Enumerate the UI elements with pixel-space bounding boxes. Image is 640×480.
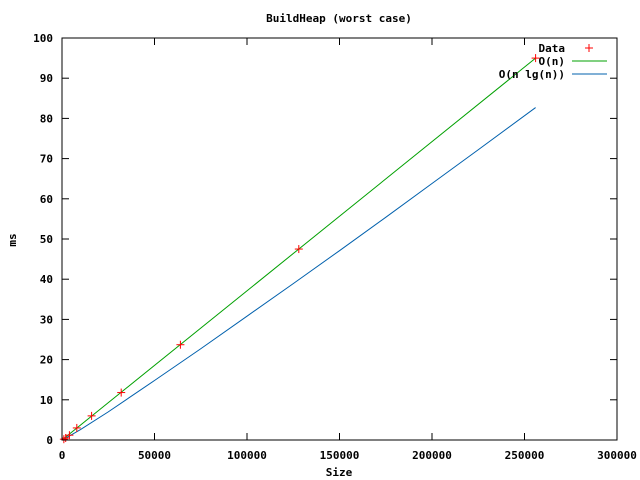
x-tick-label: 100000 xyxy=(227,449,267,462)
y-tick-label: 40 xyxy=(40,273,53,286)
legend-label: O(n) xyxy=(539,55,566,68)
y-tick-label: 60 xyxy=(40,193,53,206)
legend-label: Data xyxy=(539,42,566,55)
data-point xyxy=(294,245,303,254)
y-tick-label: 100 xyxy=(33,32,53,45)
y-tick-label: 10 xyxy=(40,394,53,407)
x-tick-label: 250000 xyxy=(505,449,545,462)
series-line-2 xyxy=(63,107,536,440)
data-point xyxy=(87,411,96,420)
y-tick-label: 0 xyxy=(46,434,53,447)
chart-title: BuildHeap (worst case) xyxy=(266,12,412,25)
data-point xyxy=(117,388,126,397)
y-tick-label: 70 xyxy=(40,153,53,166)
y-tick-label: 30 xyxy=(40,313,53,326)
y-tick-label: 90 xyxy=(40,72,53,85)
y-tick-label: 80 xyxy=(40,112,53,125)
data-point xyxy=(72,423,81,432)
data-point xyxy=(176,340,185,349)
axes: 0 10 20 30 40 50 60 70 80 90 100 0 50000 100000 150000… xyxy=(33,32,637,462)
x-tick-label: 0 xyxy=(59,449,66,462)
plot-area xyxy=(59,54,540,444)
x-tick-label: 50000 xyxy=(138,449,171,462)
y-tick-label: 20 xyxy=(40,354,53,367)
data-point xyxy=(59,435,68,444)
x-tick-label: 300000 xyxy=(597,449,637,462)
y-axis-label: ms xyxy=(6,233,19,246)
x-tick-label: 150000 xyxy=(320,449,360,462)
x-axis-label: Size xyxy=(326,466,353,479)
legend-marker xyxy=(585,44,593,52)
data-point xyxy=(65,431,74,440)
legend-label: O(n lg(n)) xyxy=(499,68,565,81)
y-tick-label: 50 xyxy=(40,233,53,246)
x-tick-label: 200000 xyxy=(412,449,452,462)
data-point xyxy=(531,54,540,63)
